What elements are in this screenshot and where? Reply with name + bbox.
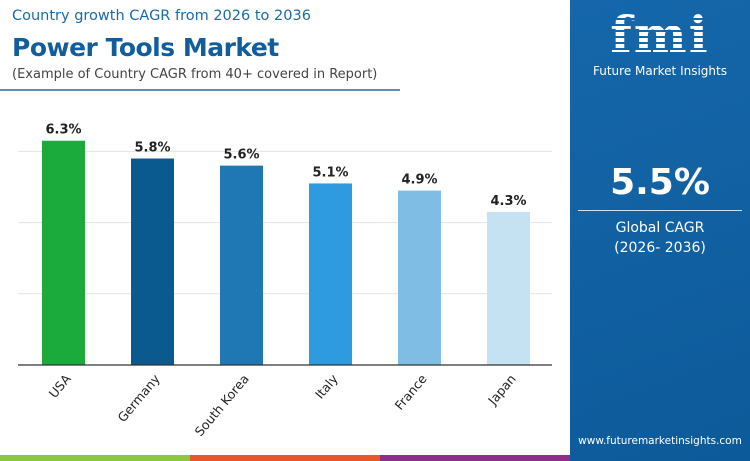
bar-south-korea — [220, 165, 263, 365]
x-tick-label: France — [392, 371, 430, 413]
global-cagr-value: 5.5% — [610, 162, 710, 203]
divider — [0, 89, 400, 91]
cagr-period: (2026- 2036) — [614, 240, 706, 256]
bar-italy — [309, 183, 352, 365]
global-cagr-label: Global CAGR (2026- 2036) — [570, 218, 750, 258]
footer-bar-green — [0, 455, 190, 461]
data-label: 4.9% — [401, 173, 437, 188]
chart-note: (Example of Country CAGR from 40+ covere… — [12, 67, 378, 82]
data-label: 5.6% — [223, 148, 259, 163]
bar-france — [398, 190, 441, 365]
x-tick-label: South Korea — [192, 371, 252, 439]
data-label: 6.3% — [45, 123, 81, 138]
data-label: 4.3% — [490, 194, 526, 209]
bar-chart: 6.3% USA 5.8% Germany 5.6% South Korea 5.1% Ita… — [18, 123, 552, 439]
x-tick-label: Japan — [484, 371, 519, 408]
cagr-label: Global CAGR — [615, 220, 705, 236]
subtitle: Country growth CAGR from 2026 to 2036 — [12, 8, 311, 24]
brand-name: Future Market Insights — [592, 64, 727, 78]
website-link[interactable]: www.futuremarketinsights.com — [578, 435, 742, 447]
bar-usa — [42, 140, 85, 365]
bar-germany — [131, 158, 174, 365]
footer-bar-purple — [380, 455, 570, 461]
data-label: 5.8% — [134, 141, 170, 156]
x-tick-label: USA — [46, 371, 74, 401]
fmi-logo: fmi Future Market Insights — [570, 8, 750, 79]
bar-japan — [487, 211, 530, 365]
logo-mark: fmi — [570, 8, 750, 62]
data-label: 5.1% — [312, 165, 348, 180]
side-panel: fmi Future Market Insights 5.5% Global C… — [570, 0, 750, 461]
footer-bar-orange — [190, 455, 380, 461]
x-tick-label: Italy — [312, 371, 341, 402]
x-tick-label: Germany — [114, 371, 163, 425]
divider — [578, 210, 742, 211]
page-title: Power Tools Market — [12, 33, 279, 62]
